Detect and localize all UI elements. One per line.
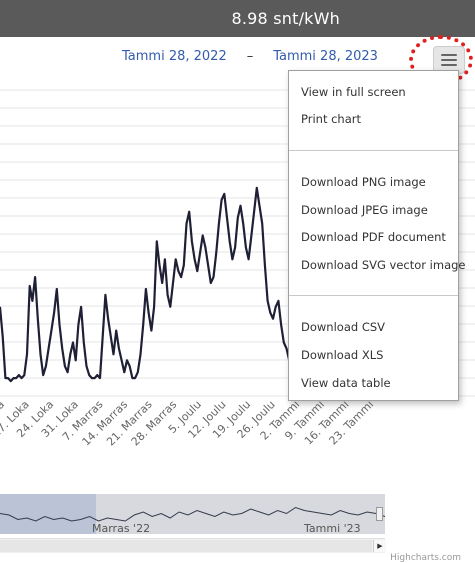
scroll-right-arrow-icon[interactable]: ▶ — [373, 540, 386, 552]
navigator-mask-left — [0, 494, 96, 534]
navigator-series — [0, 506, 385, 522]
price-series — [0, 186, 302, 383]
menu-item-fullscreen[interactable]: View in full screen — [301, 85, 406, 99]
price-header: 8.98 snt/kWh — [0, 0, 475, 37]
navigator-label-right: Tammi '23 — [304, 522, 361, 534]
menu-item-download-csv[interactable]: Download CSV — [301, 320, 386, 334]
menu-separator — [289, 150, 458, 151]
menu-item-print[interactable]: Print chart — [301, 112, 362, 126]
menu-item-download-xls[interactable]: Download XLS — [301, 348, 384, 362]
scrollbar-thumb[interactable] — [0, 540, 372, 552]
menu-item-download-png[interactable]: Download PNG image — [301, 175, 426, 189]
menu-item-view-data-table[interactable]: View data table — [301, 376, 391, 390]
current-price: 8.98 snt/kWh — [231, 9, 340, 28]
menu-separator — [289, 295, 458, 296]
range-to-input[interactable]: Tammi 28, 2023 — [273, 49, 378, 64]
menu-item-download-pdf[interactable]: Download PDF document — [301, 230, 446, 244]
navigator-handle[interactable] — [376, 507, 383, 521]
export-menu: View in full screen Print chart Download… — [288, 70, 466, 401]
range-from-input[interactable]: Tammi 28, 2022 — [122, 49, 227, 64]
menu-item-download-jpeg[interactable]: Download JPEG image — [301, 203, 428, 217]
date-range-selector: Tammi 28, 2022 – Tammi 28, 2023 — [122, 49, 378, 64]
navigator-label-left: Marras '22 — [92, 522, 151, 534]
navigator-line — [0, 506, 385, 522]
scrollbar[interactable]: ▶ — [0, 538, 386, 553]
menu-item-download-svg[interactable]: Download SVG vector image — [301, 258, 466, 272]
credits-link[interactable]: Highcharts.com — [390, 553, 461, 563]
range-dash: – — [246, 49, 254, 64]
chart-navigator[interactable]: Marras '22 Tammi '23 — [0, 494, 385, 534]
price-line — [0, 186, 302, 383]
